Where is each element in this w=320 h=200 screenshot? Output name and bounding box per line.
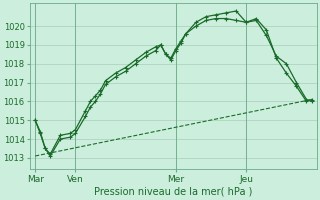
X-axis label: Pression niveau de la mer( hPa ): Pression niveau de la mer( hPa ) [94, 187, 252, 197]
